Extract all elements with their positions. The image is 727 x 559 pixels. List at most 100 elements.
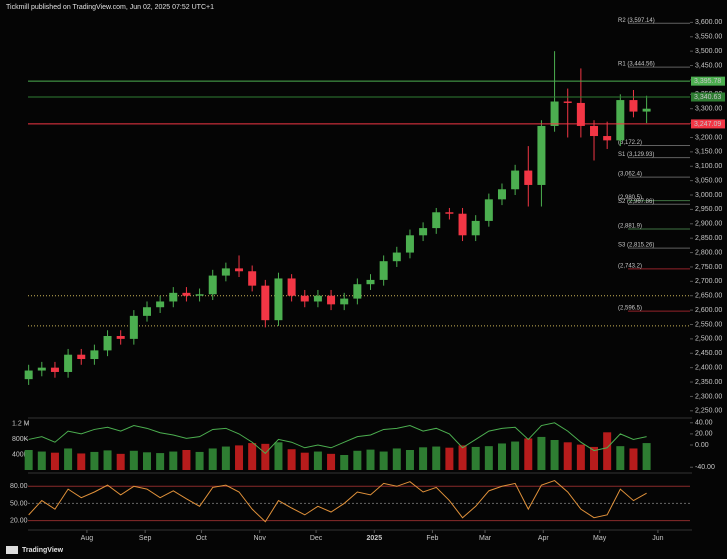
volume-bar bbox=[471, 446, 480, 470]
volume-bar bbox=[248, 443, 257, 470]
volume-bar bbox=[221, 446, 230, 470]
candle-body bbox=[471, 220, 480, 236]
volume-bar bbox=[37, 451, 46, 470]
momentum-tick-label: 20.00 bbox=[695, 431, 713, 438]
level-label: 3,340.63 bbox=[694, 94, 721, 101]
volume-bar bbox=[116, 453, 125, 470]
volume-bar bbox=[419, 447, 428, 470]
volume-bar bbox=[392, 448, 401, 470]
y-tick-label: 3,150.00 bbox=[695, 149, 722, 156]
pivot-label: S1 (3,129.93) bbox=[618, 152, 654, 158]
x-tick-label: Sep bbox=[139, 535, 152, 542]
candle-body bbox=[103, 336, 112, 351]
volume-bar bbox=[432, 446, 441, 470]
momentum-tick-label: 0.00 bbox=[695, 442, 709, 449]
volume-bar bbox=[590, 446, 599, 470]
x-tick-label: Jun bbox=[652, 535, 663, 542]
chart-title: Tickmill published on TradingView.com, J… bbox=[6, 4, 214, 11]
volume-bar bbox=[24, 450, 33, 470]
volume-tick-label: 400K bbox=[12, 451, 29, 458]
pivot-label: (2,596.5) bbox=[618, 306, 642, 312]
volume-tick-label: 1.2 M bbox=[12, 421, 30, 428]
volume-bar bbox=[511, 441, 520, 470]
volume-bar bbox=[208, 448, 217, 470]
pivot-label: R1 (3,444.56) bbox=[618, 62, 655, 68]
pivot-label: (3,062.4) bbox=[618, 172, 642, 178]
x-tick-label: Feb bbox=[426, 535, 438, 542]
y-tick-label: 2,450.00 bbox=[695, 350, 722, 357]
candle-body bbox=[484, 199, 493, 221]
volume-bar bbox=[616, 446, 625, 470]
volume-bar bbox=[366, 449, 375, 470]
candle-body bbox=[524, 170, 533, 185]
x-tick-label: Nov bbox=[253, 535, 266, 542]
volume-bar bbox=[182, 450, 191, 470]
volume-bar bbox=[629, 448, 638, 470]
candle-body bbox=[116, 336, 125, 339]
y-tick-label: 2,650.00 bbox=[695, 293, 722, 300]
candle-body bbox=[642, 108, 651, 112]
y-tick-label: 3,300.00 bbox=[695, 106, 722, 113]
pivot-label: (3,172.2) bbox=[618, 140, 642, 146]
volume-bar bbox=[524, 438, 533, 470]
x-tick-label: Apr bbox=[538, 535, 550, 542]
volume-bar bbox=[50, 452, 59, 470]
y-tick-label: 3,550.00 bbox=[695, 34, 722, 41]
y-tick-label: 3,100.00 bbox=[695, 163, 722, 170]
candle-body bbox=[50, 367, 59, 372]
candle-body bbox=[235, 268, 244, 272]
volume-bar bbox=[550, 440, 559, 470]
footer-logo: TradingView bbox=[22, 547, 64, 554]
volume-bar bbox=[90, 451, 99, 470]
oscillator-tick-label: 80.00 bbox=[10, 483, 28, 490]
y-tick-label: 2,500.00 bbox=[695, 336, 722, 343]
x-tick-label: May bbox=[593, 535, 607, 542]
volume-bar bbox=[642, 443, 651, 470]
candle-body bbox=[327, 295, 336, 305]
candle-body bbox=[432, 212, 441, 229]
volume-bar bbox=[235, 445, 244, 470]
level-label: 3,395.78 bbox=[694, 78, 721, 85]
volume-bar bbox=[274, 442, 283, 470]
candle-body bbox=[445, 212, 454, 214]
logo-icon bbox=[6, 546, 18, 554]
candle-body bbox=[590, 125, 599, 137]
candle-body bbox=[340, 298, 349, 305]
x-tick-label: 2025 bbox=[367, 535, 383, 542]
candle-body bbox=[169, 292, 178, 302]
volume-bar bbox=[497, 443, 506, 470]
pivot-label: R2 (3,597.14) bbox=[618, 18, 655, 24]
volume-bar bbox=[103, 450, 112, 470]
volume-bar bbox=[156, 453, 165, 470]
candle-body bbox=[24, 370, 33, 380]
candle-body bbox=[405, 235, 414, 253]
volume-bar bbox=[129, 450, 138, 470]
candle-body bbox=[603, 136, 612, 141]
volume-bar bbox=[142, 452, 151, 470]
y-tick-label: 3,450.00 bbox=[695, 62, 722, 69]
x-tick-label: Mar bbox=[479, 535, 492, 542]
volume-bar bbox=[537, 436, 546, 470]
y-tick-label: 2,750.00 bbox=[695, 264, 722, 271]
y-tick-label: 2,700.00 bbox=[695, 278, 722, 285]
candle-body bbox=[313, 295, 322, 302]
candle-body bbox=[182, 292, 191, 296]
candle-body bbox=[64, 354, 73, 372]
candle-body bbox=[287, 278, 296, 296]
pivot-label: S3 (2,815.26) bbox=[618, 243, 654, 249]
volume-bar bbox=[300, 452, 309, 470]
candle-body bbox=[221, 268, 230, 276]
candle-body bbox=[77, 354, 86, 360]
oscillator-tick-label: 50.00 bbox=[10, 500, 28, 507]
candle-body bbox=[208, 275, 217, 295]
volume-bar bbox=[484, 446, 493, 470]
candle-body bbox=[629, 100, 638, 112]
volume-bar bbox=[445, 447, 454, 470]
y-tick-label: 3,200.00 bbox=[695, 134, 722, 141]
candle-body bbox=[550, 101, 559, 126]
pivot-label: (2,881.9) bbox=[618, 224, 642, 230]
volume-bar bbox=[603, 432, 612, 470]
pivot-label: (2,743.2) bbox=[618, 263, 642, 269]
volume-bar bbox=[287, 449, 296, 470]
y-tick-label: 2,400.00 bbox=[695, 364, 722, 371]
